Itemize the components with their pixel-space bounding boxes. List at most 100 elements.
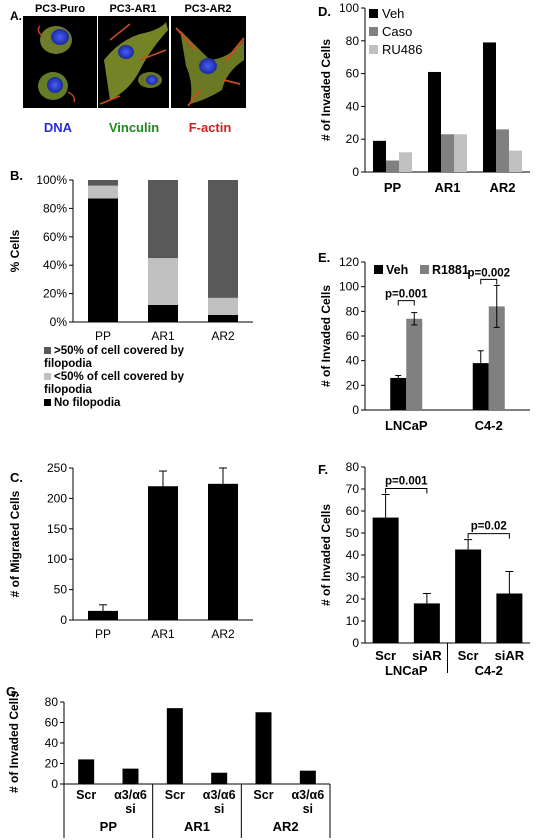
bar-segment	[88, 185, 118, 199]
y-tick-label: 80	[346, 34, 360, 48]
bar-segment	[148, 304, 178, 322]
y-tick-label: 80	[45, 695, 59, 709]
chart-b: B. % Cells 0% 20% 40% 60% 80% 100% PP AR1 AR2 >50% …	[8, 168, 253, 409]
y-tick-label: 60%	[43, 230, 67, 244]
panel-letter-c: C.	[10, 470, 23, 485]
x-tick-label: Scr	[253, 788, 273, 802]
bar	[455, 549, 482, 643]
p-value-label: p=0.02	[471, 521, 507, 533]
y-tick-label: 40	[346, 354, 360, 368]
group-label: AR2	[273, 819, 299, 834]
x-tick-label: AR1	[151, 627, 175, 641]
p-value-label: p=0.002	[467, 267, 510, 279]
y-tick-label: 100	[339, 1, 359, 15]
y-tick-label: 40	[346, 548, 360, 562]
bar	[148, 486, 178, 620]
y-tick-label: 40	[346, 99, 360, 113]
bar	[373, 140, 386, 172]
micrograph-label-ar2: PC3-AR2	[184, 3, 231, 15]
bar-segment	[208, 180, 238, 298]
bar	[413, 603, 440, 643]
y-tick-label: 80%	[43, 201, 67, 215]
panel-letter-g: G.	[6, 684, 20, 699]
legend-swatch	[374, 265, 383, 274]
bar	[496, 593, 523, 643]
micrograph-pc3-puro	[23, 16, 97, 108]
stain-label-f-actin: F-actin	[189, 120, 232, 135]
micrograph-label-puro: PC3-Puro	[35, 3, 85, 15]
y-axis-title: # of Invaded Cells	[7, 691, 21, 793]
x-tick-label: Scr	[76, 788, 96, 802]
y-tick-label: 60	[346, 329, 360, 343]
y-axis-title: # of Invaded Cells	[319, 39, 333, 141]
micrograph-label-ar1: PC3-AR1	[109, 3, 156, 15]
y-axis-title: # of Invaded Cells	[319, 285, 333, 387]
bar-segment	[148, 258, 178, 305]
x-tick-label: AR2	[489, 180, 515, 195]
y-tick-label: 60	[45, 716, 59, 730]
chart-e: E. # of Invaded Cells 0 20 40 60 80 100 120 LNCaP…	[318, 250, 530, 433]
legend-swatch	[44, 347, 51, 354]
bar-segment	[88, 198, 118, 322]
p-value-label: p=0.001	[385, 289, 428, 301]
p-value-label: p=0.001	[385, 476, 428, 488]
y-tick-label: 20	[346, 592, 360, 606]
panel-letter-e: E.	[318, 250, 330, 265]
y-tick-label: 20	[45, 757, 59, 771]
y-tick-label: 80	[346, 460, 360, 474]
panel-letter-b: B.	[10, 168, 23, 183]
y-tick-label: 20%	[43, 287, 67, 301]
panel-letter-f: F.	[318, 462, 328, 477]
bar	[122, 768, 139, 784]
x-tick-label: LNCaP	[385, 418, 428, 433]
legend-label: Veh	[382, 6, 404, 21]
x-tick-label: Scr	[375, 648, 396, 663]
bar	[441, 134, 454, 172]
significance-bracket	[480, 278, 498, 285]
y-tick-label: 0	[51, 777, 58, 791]
bar	[386, 160, 399, 172]
x-tick-label: PP	[95, 627, 111, 641]
bar	[299, 770, 316, 784]
bar	[496, 129, 509, 172]
y-axis-title: % Cells	[8, 229, 22, 272]
bar	[472, 363, 489, 410]
x-tick-label: α3/α6 si	[291, 788, 324, 816]
y-tick-label: 40	[45, 736, 59, 750]
x-tick-label: siAR	[495, 648, 525, 663]
y-tick-label: 0%	[50, 315, 68, 329]
y-tick-label: 20	[346, 378, 360, 392]
y-tick-label: 60	[346, 504, 360, 518]
bar	[454, 134, 467, 172]
x-tick-label: Scr	[458, 648, 479, 663]
legend-label: Caso	[382, 24, 412, 39]
legend-swatch	[369, 9, 378, 18]
legend-label: <50% of cell covered by filopodia	[44, 371, 185, 396]
x-tick-label: α3/α6 si	[203, 788, 236, 816]
x-tick-label: AR1	[434, 180, 460, 195]
bar	[428, 71, 441, 172]
legend-swatch	[44, 399, 51, 406]
y-tick-label: 100	[339, 280, 359, 294]
y-tick-label: 150	[47, 522, 67, 536]
panel-a-letter: A.	[10, 9, 22, 23]
y-tick-label: 70	[346, 482, 360, 496]
y-tick-label: 60	[346, 67, 360, 81]
x-tick-label: α3/α6 si	[114, 788, 147, 816]
chart-g: G.# of Invaded Cells 0 20 40 60 80 Scr α3/α6 si S…	[6, 684, 331, 838]
x-tick-label: PP	[384, 180, 402, 195]
significance-bracket	[467, 533, 510, 539]
bar	[372, 517, 399, 643]
stain-label-dna: DNA	[44, 120, 73, 135]
legend-label: No filopodia	[54, 397, 121, 409]
bar	[166, 708, 183, 784]
bar-segment	[208, 314, 238, 322]
panel-a: A. PC3-Puro PC3-AR1 PC3-AR2	[10, 3, 246, 135]
bar	[88, 610, 118, 620]
x-tick-label: AR2	[211, 627, 235, 641]
bar	[399, 152, 412, 172]
y-axis-title: # of Invaded Cells	[319, 504, 333, 606]
bar	[211, 772, 228, 784]
y-tick-label: 50	[346, 526, 360, 540]
